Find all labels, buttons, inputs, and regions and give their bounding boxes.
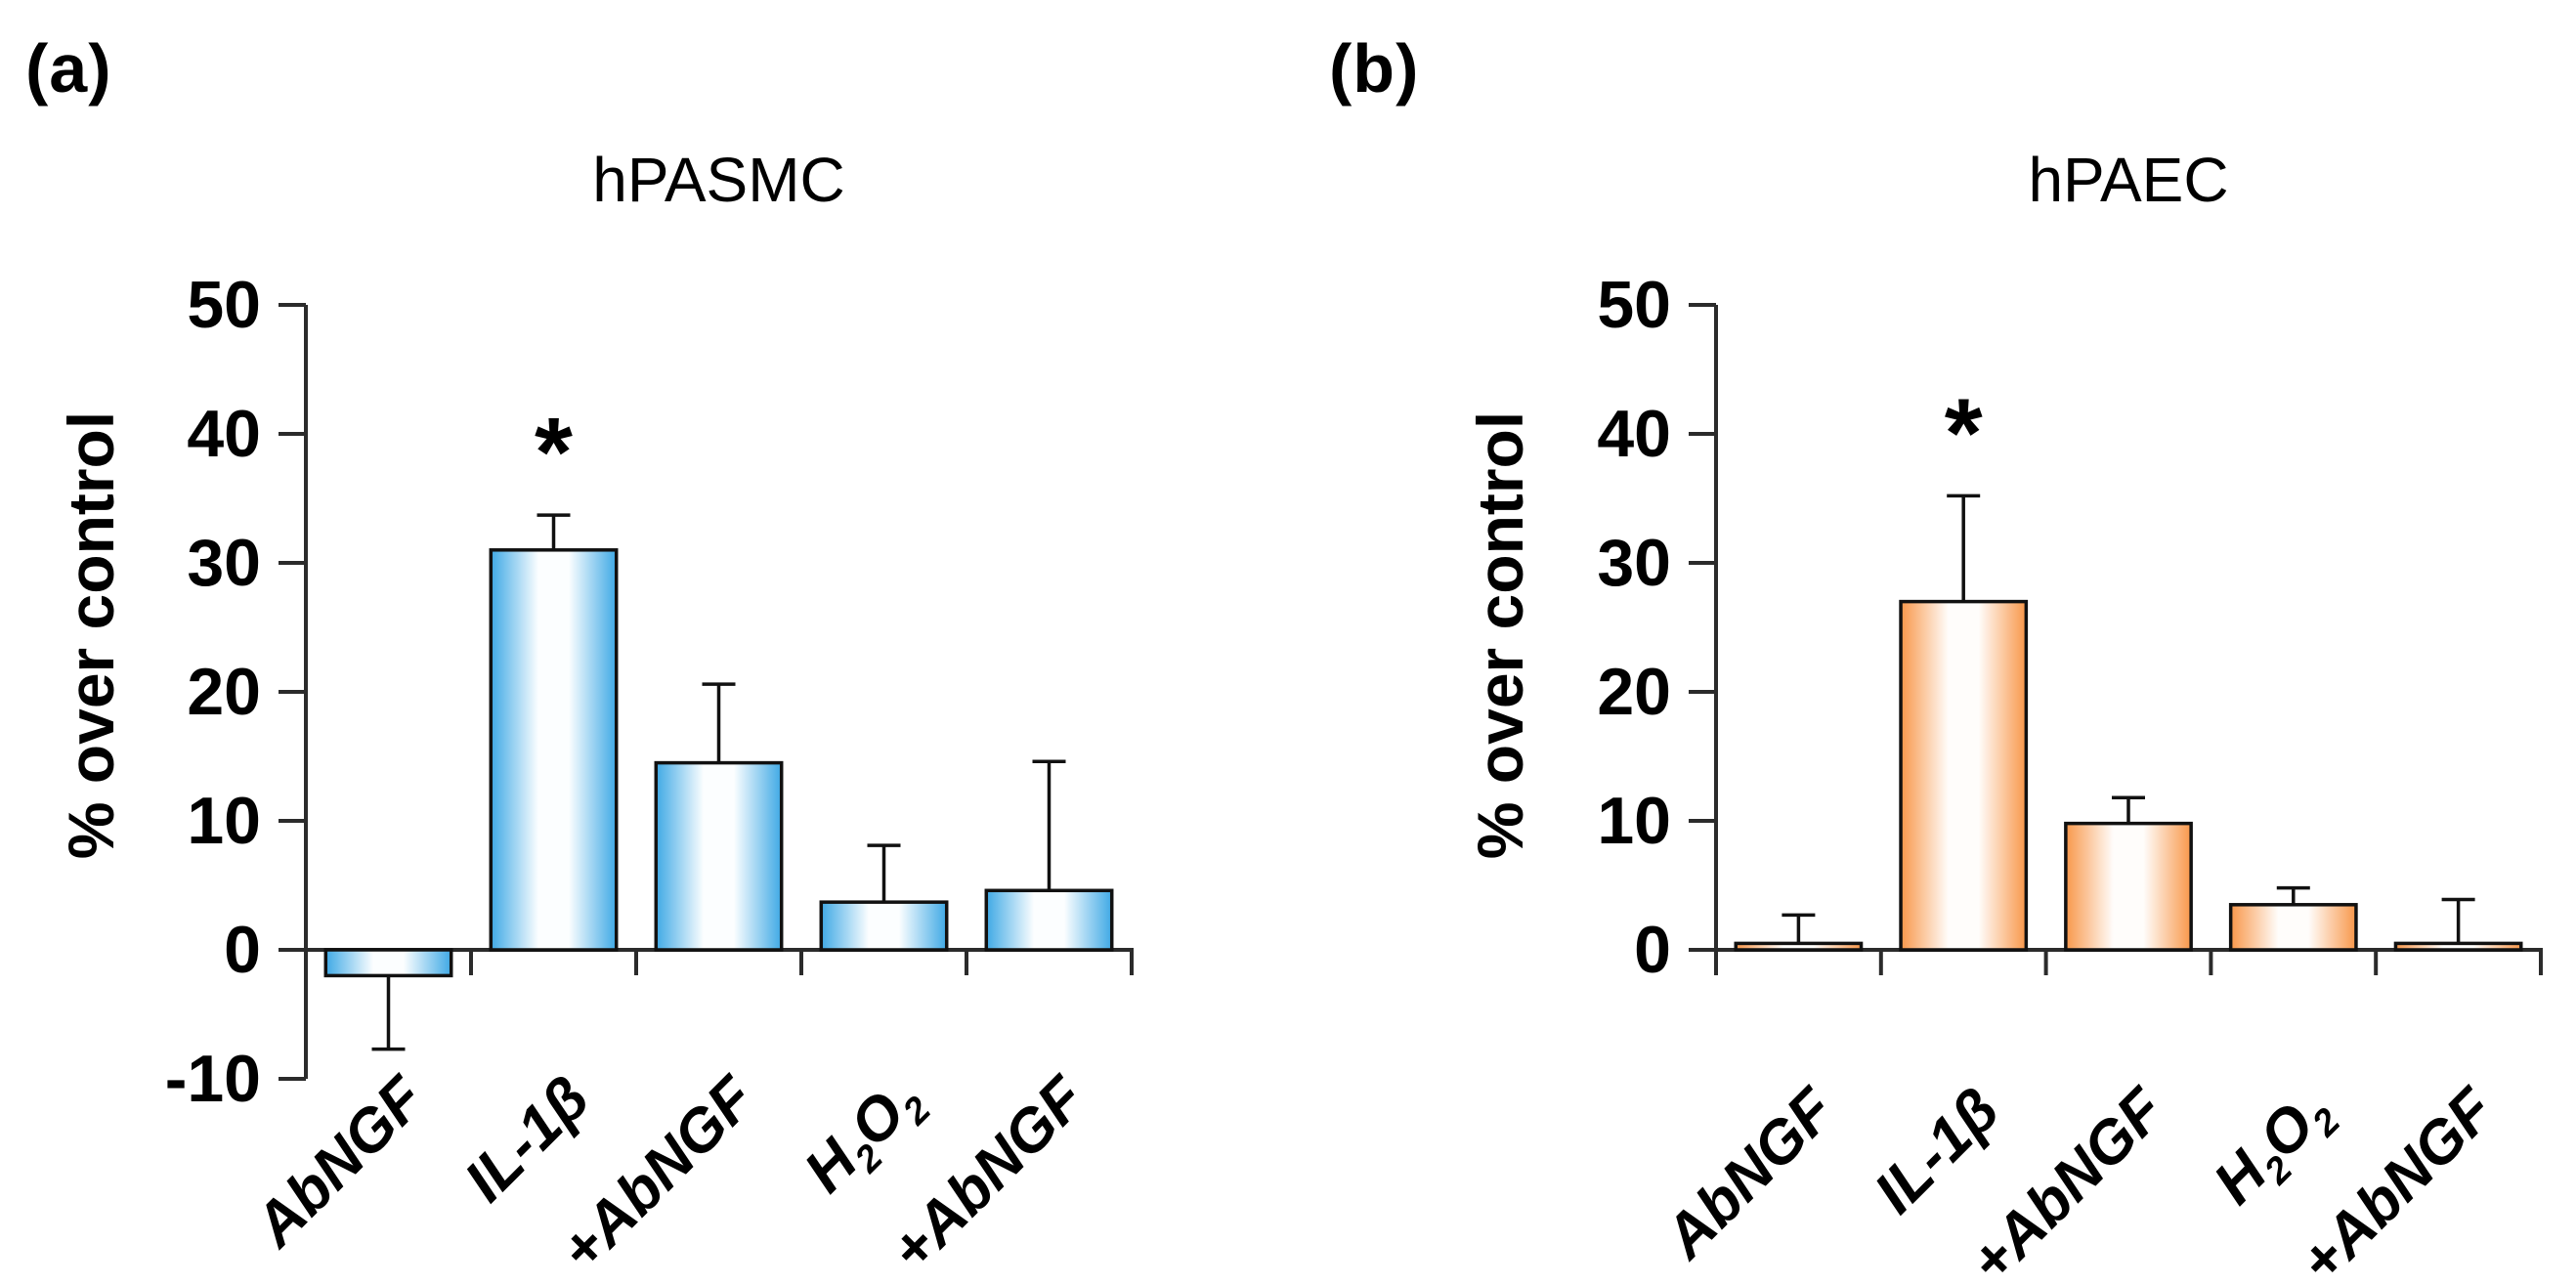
bar-b-4: [2393, 941, 2523, 952]
y-tick-label: 40: [187, 397, 261, 471]
bar-a-1: [489, 548, 619, 952]
chart-panel-b: 0 10 20 30 40 50 % over control hPAEC AbNGF * IL-1…: [1464, 145, 2543, 1286]
y-tick-label: 40: [1597, 397, 1671, 471]
y-tick-label: 10: [187, 784, 261, 858]
bar-b-2: [2064, 821, 2193, 952]
panel-a-label: (a): [25, 30, 112, 107]
y-tick-label: 20: [1597, 655, 1671, 729]
panel-b-label: (b): [1329, 30, 1420, 107]
category-label: AbNGF: [1651, 1075, 1849, 1273]
category-label: IL-1β: [451, 1064, 602, 1215]
bar-a-3: [819, 900, 949, 952]
bar-b-3: [2228, 903, 2358, 952]
y-tick-label: 50: [187, 268, 261, 342]
category-label: AbNGF: [240, 1063, 439, 1262]
bar-b-0: [1734, 941, 1864, 952]
y-tick-label: 20: [187, 655, 261, 729]
bar-b-1: [1899, 599, 2029, 952]
y-tick-label: 0: [224, 913, 261, 987]
y-tick-label: 0: [1634, 913, 1671, 987]
y-tick-label: -10: [165, 1042, 261, 1116]
category-label: H2O2: [2201, 1076, 2348, 1223]
chart-title: hPAEC: [2028, 145, 2228, 215]
bar-a-0: [323, 948, 453, 978]
y-tick-label: 10: [1597, 784, 1671, 858]
y-axis-title: % over control: [1464, 411, 1536, 859]
chart-panel-a: -10 0 10 20 30 40 50 % over control hPASMC AbNGF *…: [55, 145, 1134, 1284]
y-tick-label: 30: [1597, 526, 1671, 600]
significance-marker: *: [1945, 378, 1983, 488]
category-label: IL-1β: [1862, 1076, 2012, 1226]
chart-title: hPASMC: [592, 145, 844, 215]
y-tick-label: 30: [187, 526, 261, 600]
category-label: H2O2: [792, 1064, 939, 1212]
y-tick-label: 50: [1597, 268, 1671, 342]
y-axis-title: % over control: [55, 411, 127, 859]
significance-marker: *: [535, 398, 573, 507]
bar-a-2: [654, 760, 784, 952]
bar-a-4: [984, 888, 1114, 952]
